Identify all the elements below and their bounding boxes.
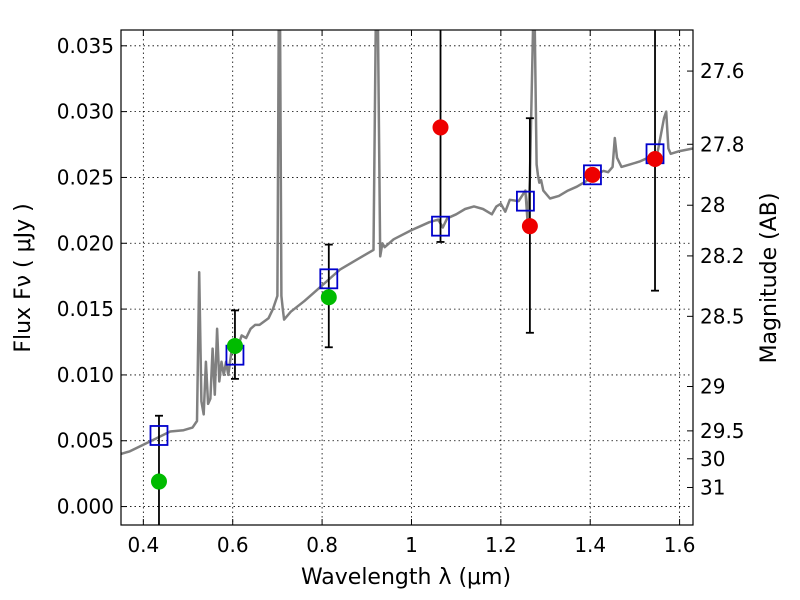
right-tick-label: 28: [700, 193, 725, 217]
y-tick-label: 0.035: [57, 34, 114, 58]
data-point-marker: [320, 289, 337, 306]
y-tick-label: 0.000: [57, 495, 114, 519]
right-tick-label: 27.8: [700, 132, 745, 156]
grid: [121, 30, 693, 525]
right-tick-label: 31: [700, 475, 725, 499]
data-point-marker: [521, 218, 538, 235]
x-tick-label: 1.4: [574, 533, 606, 557]
model-square-marker: [583, 164, 602, 186]
x-axis-label: Wavelength λ (μm): [301, 565, 511, 590]
y-axis-ticks: 0.000 0.005 0.010 0.015 0.020 0.025 0.030 0.035: [57, 34, 127, 519]
model-square-marker: [516, 190, 535, 212]
errorbar-layer: [154, 30, 660, 525]
right-axis-ticks: 27.6 27.8 28 28.2 28.5 29 29.5 30 31: [687, 59, 745, 499]
x-axis-ticks: 0.4 0.6 0.8 1 1.2 1.4 1.6: [127, 30, 696, 557]
spectrum-layer: [121, 30, 693, 456]
plot-frame: [120, 29, 694, 526]
right-tick-label: 27.6: [700, 59, 745, 83]
spectrum-line: [121, 30, 693, 456]
right-axis-label: Magnitude (AB): [757, 193, 782, 364]
marker-layer: [149, 119, 665, 490]
right-tick-label: 29: [700, 375, 725, 399]
data-point-marker: [226, 337, 243, 354]
y-axis-label: Flux Fν ( μJy ): [11, 203, 36, 352]
y-tick-label: 0.005: [57, 429, 114, 453]
x-tick-label: 1: [405, 533, 418, 557]
data-point-marker: [584, 166, 601, 183]
model-square-marker: [431, 215, 450, 237]
right-tick-label: 28.5: [700, 304, 745, 328]
y-tick-label: 0.020: [57, 231, 114, 255]
right-tick-label: 28.2: [700, 244, 745, 268]
right-tick-label: 29.5: [700, 419, 745, 443]
x-tick-label: 1.6: [664, 533, 696, 557]
y-tick-label: 0.015: [57, 297, 114, 321]
right-tick-label: 30: [700, 447, 725, 471]
model-square-marker: [149, 425, 169, 446]
y-tick-label: 0.010: [57, 363, 114, 387]
y-tick-label: 0.025: [57, 165, 114, 189]
model-square-marker: [319, 268, 339, 290]
x-tick-label: 0.8: [306, 533, 338, 557]
x-tick-label: 0.6: [217, 533, 249, 557]
x-tick-label: 0.4: [127, 533, 159, 557]
y-tick-label: 0.030: [57, 100, 114, 124]
data-point-marker: [150, 473, 167, 490]
data-point-marker: [647, 151, 664, 168]
data-point-marker: [432, 119, 449, 136]
x-tick-label: 1.2: [485, 533, 517, 557]
